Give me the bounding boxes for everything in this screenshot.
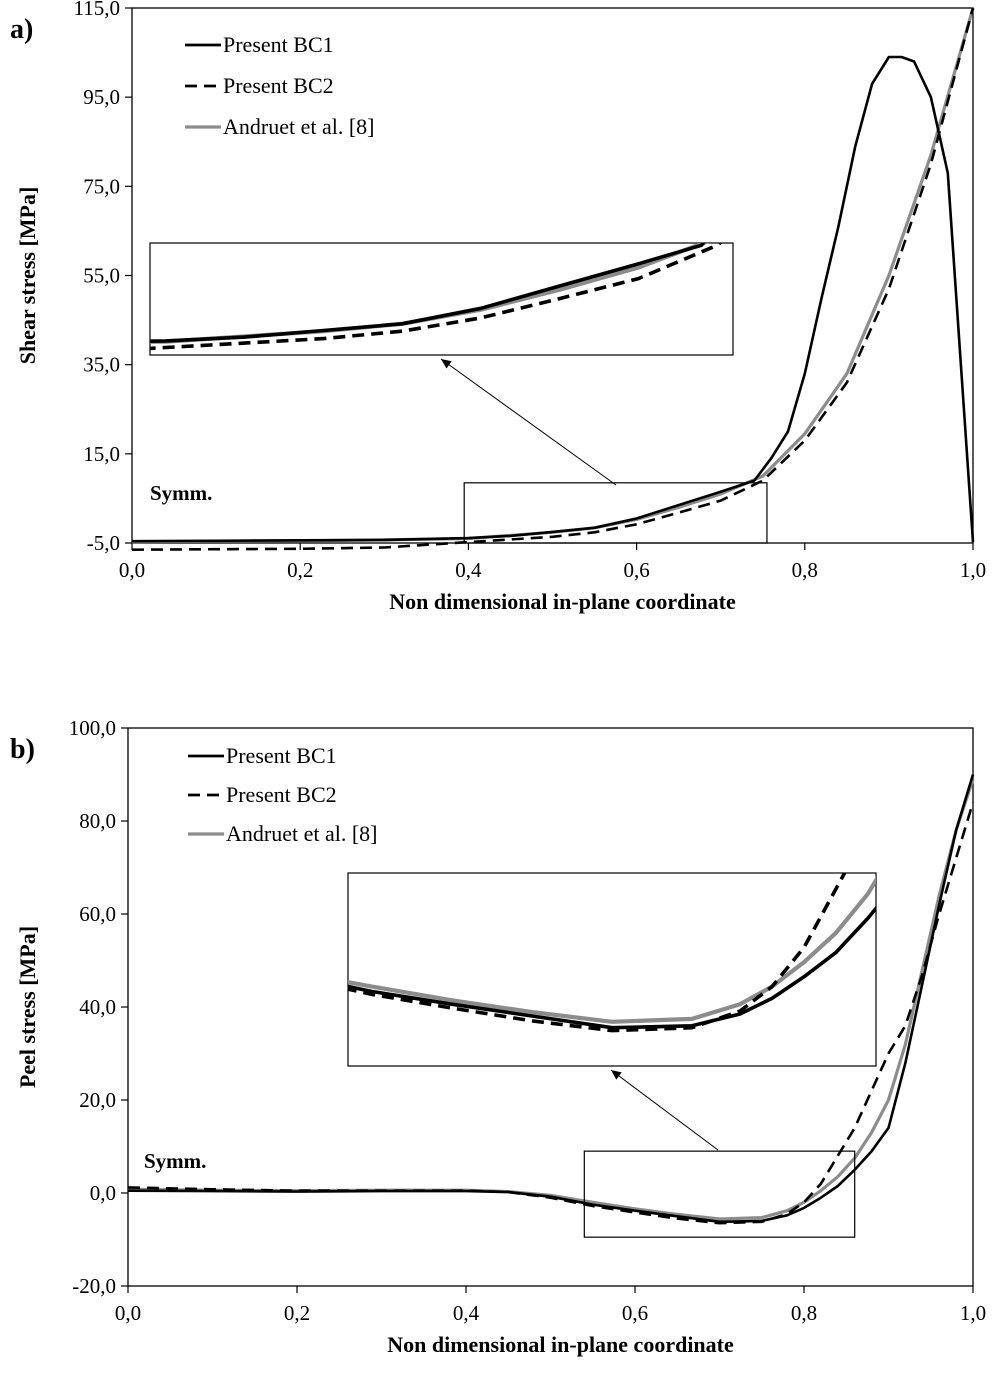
zoom-inset-line-0 <box>150 243 706 343</box>
zoom-inset-curves <box>348 873 876 1033</box>
zoom-arrow-head <box>441 359 452 369</box>
y-tick-label: 100,0 <box>69 716 116 740</box>
zoom-inset <box>347 872 877 1067</box>
x-tick-label: 0,6 <box>622 1301 648 1325</box>
y-tick-label: 40,0 <box>79 995 116 1019</box>
series-line-0 <box>127 774 975 1224</box>
x-tick-label: 0,0 <box>115 1301 141 1325</box>
y-tick-label: 75,0 <box>83 174 120 198</box>
y-tick-label: 20,0 <box>79 1088 116 1112</box>
y-tick-label: -5,0 <box>87 531 120 555</box>
series-line-0 <box>131 55 975 543</box>
legend-entry: Present BC1 <box>223 32 334 57</box>
y-tick-label: 115,0 <box>74 0 120 20</box>
symm-annotation: Symm. <box>144 1149 206 1173</box>
series-curves <box>131 7 975 551</box>
zoom-arrow <box>610 1069 719 1151</box>
zoom-region-box <box>463 482 768 544</box>
x-axis-label: Non dimensional in-plane coordinate <box>387 1332 734 1357</box>
x-tick-label: 0,4 <box>453 1301 480 1325</box>
y-axis-label: Peel stress [MPa] <box>15 926 40 1088</box>
y-tick-label: 35,0 <box>83 353 120 377</box>
y-tick-label: 0,0 <box>90 1181 116 1205</box>
x-tick-label: 0,4 <box>455 558 482 582</box>
legend-entry: Andruet et al. [8] <box>223 114 375 139</box>
x-tick-label: 0,8 <box>791 1301 817 1325</box>
zoom-inset-curves <box>150 243 723 351</box>
x-tick-label: 0,6 <box>623 558 649 582</box>
zoom-region-box <box>583 1150 856 1238</box>
panel-label: a) <box>10 14 33 45</box>
series-line-1 <box>131 7 975 551</box>
y-tick-label: 60,0 <box>79 902 116 926</box>
x-tick-label: 0,2 <box>287 558 313 582</box>
shear-stress-chart: -5,0 15,0 35,0 55,0 75,0 95,0 115,0 0,0 0,2 0,4 0,… <box>10 0 986 614</box>
legend-entry: Present BC2 <box>226 782 337 807</box>
y-tick-label: -20,0 <box>72 1274 116 1298</box>
zoom-inset <box>149 242 734 356</box>
zoom-inset-line-2 <box>348 876 876 1024</box>
y-tick-label: 15,0 <box>83 442 120 466</box>
x-axis-label: Non dimensional in-plane coordinate <box>389 589 736 614</box>
y-tick-label: 95,0 <box>83 85 120 109</box>
legend: Present BC1 Present BC2 Andruet et al. [8] <box>185 32 375 139</box>
legend-entry: Present BC1 <box>226 743 337 768</box>
peel-stress-chart: -20,0 0,0 20,0 40,0 60,0 80,0 100,0 0,0 0,2 0,4 0,… <box>10 716 986 1357</box>
x-tick-label: 0,0 <box>119 558 145 582</box>
x-tick-label: 0,2 <box>284 1301 310 1325</box>
zoom-arrow-head <box>611 1070 622 1080</box>
legend-entry: Andruet et al. [8] <box>226 821 378 846</box>
panel-label: b) <box>10 734 35 765</box>
y-tick-label: 80,0 <box>79 809 116 833</box>
x-tick-label: 1,0 <box>960 1301 986 1325</box>
legend-entry: Present BC2 <box>223 73 334 98</box>
y-axis-label: Shear stress [MPa] <box>15 187 40 365</box>
symm-annotation: Symm. <box>150 481 212 505</box>
zoom-arrow <box>440 358 617 486</box>
x-tick-label: 1,0 <box>960 558 986 582</box>
legend: Present BC1 Present BC2 Andruet et al. [8] <box>188 743 378 846</box>
zoom-inset-line-2 <box>150 243 710 344</box>
x-tick-label: 0,8 <box>792 558 818 582</box>
zoom-inset-line-0 <box>348 905 876 1030</box>
y-tick-label: 55,0 <box>83 264 120 288</box>
series-curves <box>127 774 975 1225</box>
